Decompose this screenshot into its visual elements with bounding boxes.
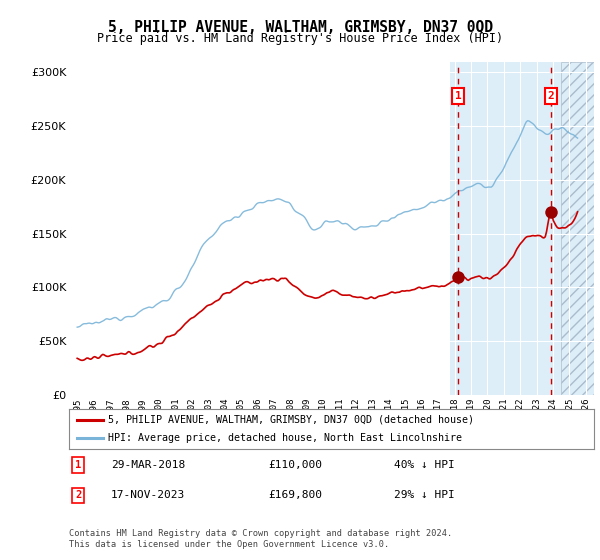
Text: 2: 2 xyxy=(548,91,554,101)
Text: 2: 2 xyxy=(76,491,82,501)
Text: Price paid vs. HM Land Registry's House Price Index (HPI): Price paid vs. HM Land Registry's House … xyxy=(97,32,503,45)
Text: £110,000: £110,000 xyxy=(269,460,323,470)
Text: 29% ↓ HPI: 29% ↓ HPI xyxy=(395,491,455,501)
Text: 5, PHILIP AVENUE, WALTHAM, GRIMSBY, DN37 0QD: 5, PHILIP AVENUE, WALTHAM, GRIMSBY, DN37… xyxy=(107,20,493,35)
Text: Contains HM Land Registry data © Crown copyright and database right 2024.
This d: Contains HM Land Registry data © Crown c… xyxy=(69,529,452,549)
Bar xyxy=(561,62,594,395)
Text: HPI: Average price, detached house, North East Lincolnshire: HPI: Average price, detached house, Nort… xyxy=(109,433,463,443)
Text: 1: 1 xyxy=(455,91,461,101)
Text: 29-MAR-2018: 29-MAR-2018 xyxy=(111,460,185,470)
Text: £169,800: £169,800 xyxy=(269,491,323,501)
Text: 5, PHILIP AVENUE, WALTHAM, GRIMSBY, DN37 0QD (detached house): 5, PHILIP AVENUE, WALTHAM, GRIMSBY, DN37… xyxy=(109,415,475,424)
Text: 17-NOV-2023: 17-NOV-2023 xyxy=(111,491,185,501)
Text: 40% ↓ HPI: 40% ↓ HPI xyxy=(395,460,455,470)
Bar xyxy=(449,62,561,395)
Text: 1: 1 xyxy=(76,460,82,470)
